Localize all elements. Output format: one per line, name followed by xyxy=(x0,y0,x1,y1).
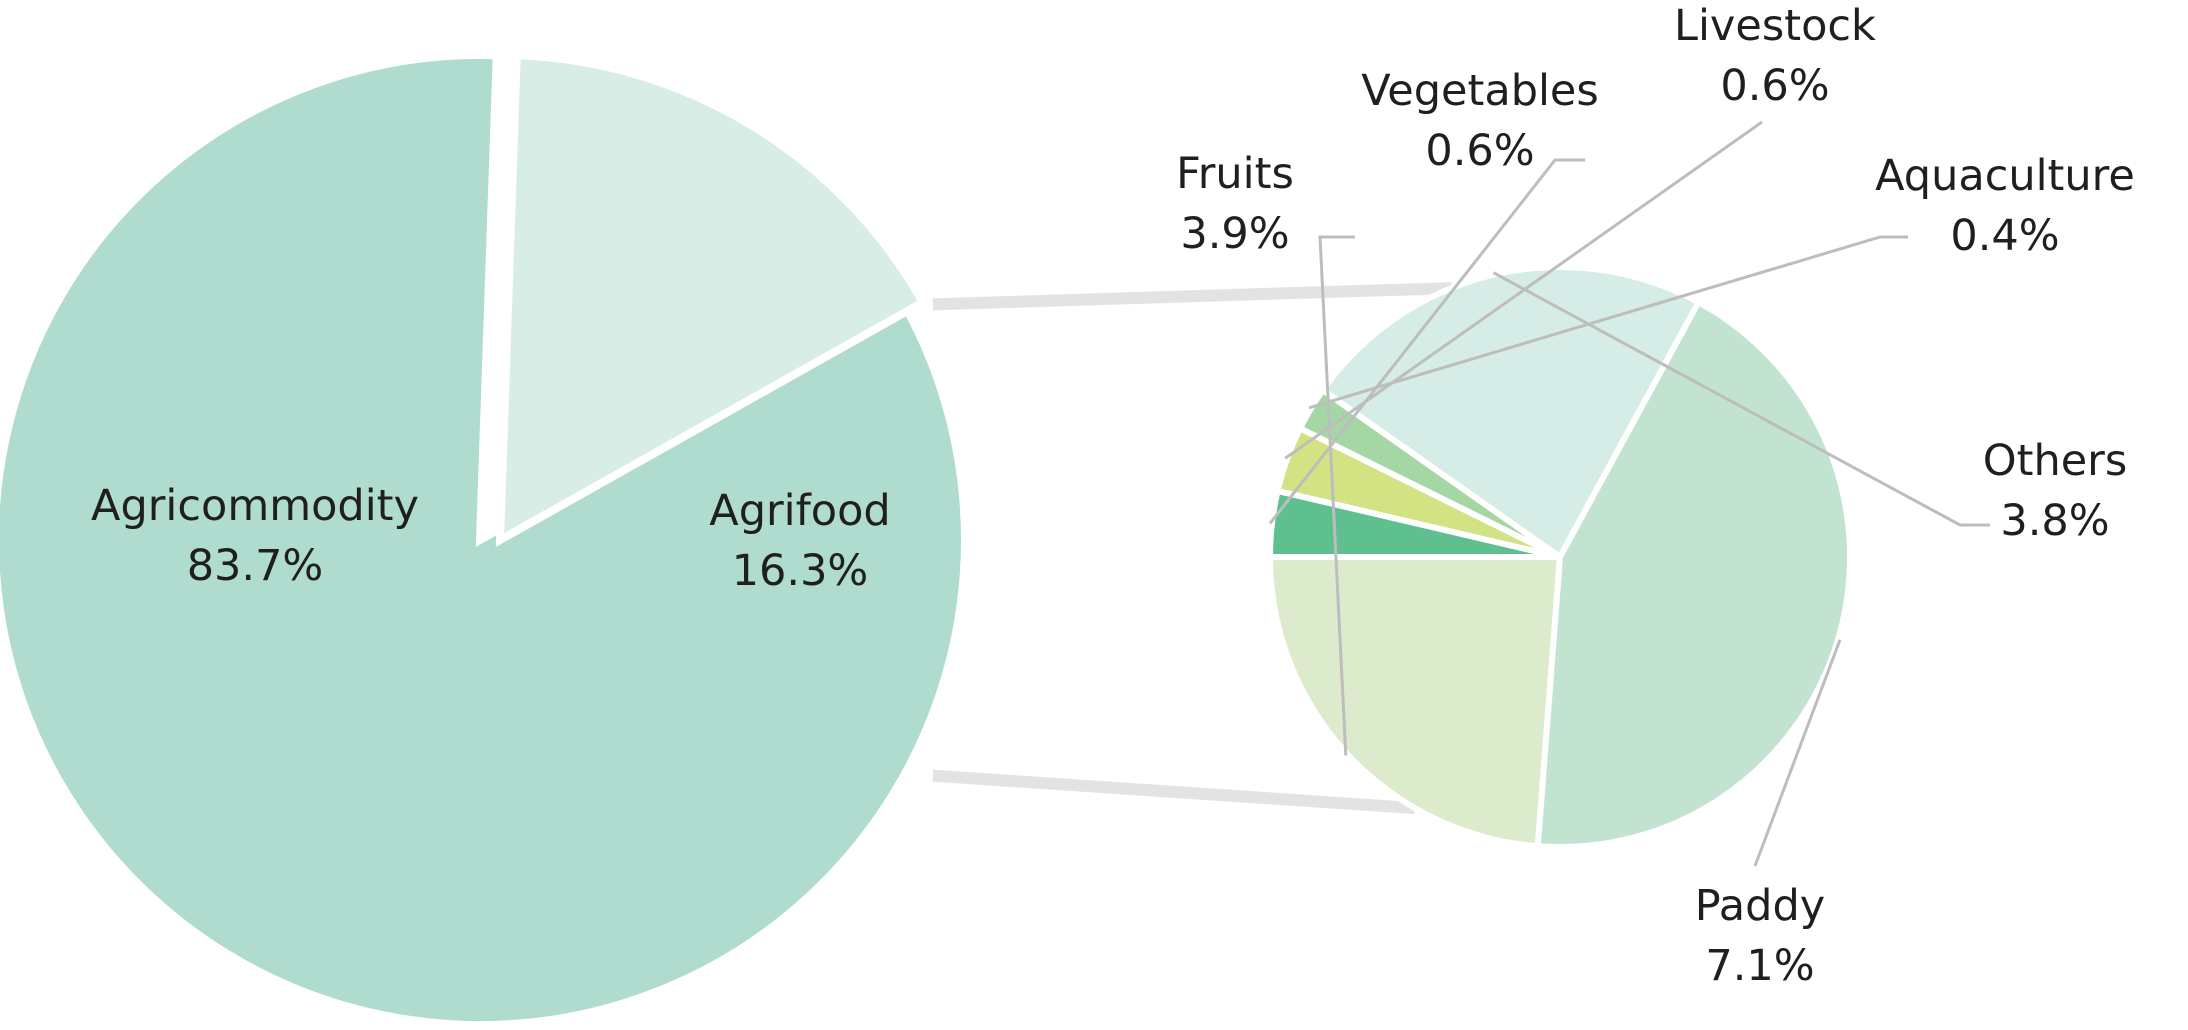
label-livestock-value: 0.6% xyxy=(1720,61,1829,111)
slice-paddy xyxy=(1534,298,1854,850)
label-paddy: Paddy 7.1% xyxy=(1695,881,1825,991)
label-others-value: 3.8% xyxy=(2000,496,2109,546)
label-aquaculture-name: Aquaculture xyxy=(1875,151,2135,201)
label-fruits-name: Fruits xyxy=(1176,149,1294,199)
connector-lines xyxy=(932,282,1452,815)
label-fruits: Fruits 3.9% xyxy=(1176,149,1294,259)
leader-others xyxy=(1492,271,1990,527)
slice-agrifood xyxy=(495,51,929,547)
label-aquaculture: Aquaculture 0.4% xyxy=(1875,151,2135,261)
label-others-name: Others xyxy=(1983,436,2128,486)
slice-fruits xyxy=(1266,554,1564,850)
label-agricommodity: Agricommodity 83.7% xyxy=(91,481,419,591)
connector-bottom xyxy=(932,769,1416,815)
connector-top xyxy=(932,282,1452,311)
leader-aquaculture xyxy=(1308,235,1908,410)
label-fruits-value: 3.9% xyxy=(1180,209,1289,259)
label-agrifood-value: 16.3% xyxy=(732,546,869,596)
leader-fruits xyxy=(1318,235,1355,756)
slice-labels: Agricommodity 83.7% Agrifood 16.3% Fruits 3.9… xyxy=(91,1,2135,991)
label-vegetables: Vegetables 0.6% xyxy=(1361,66,1599,176)
breakdown-pie xyxy=(1266,264,1854,850)
label-aquaculture-value: 0.4% xyxy=(1950,211,2059,261)
label-agrifood-name: Agrifood xyxy=(709,486,890,536)
label-vegetables-name: Vegetables xyxy=(1361,66,1599,116)
label-livestock-name: Livestock xyxy=(1674,1,1876,51)
label-vegetables-value: 0.6% xyxy=(1425,126,1534,176)
label-others: Others 3.8% xyxy=(1983,436,2128,546)
leader-lines xyxy=(1268,120,1990,867)
label-agricommodity-value: 83.7% xyxy=(187,541,324,591)
label-agricommodity-name: Agricommodity xyxy=(91,481,419,531)
leader-paddy xyxy=(1753,639,1842,867)
label-livestock: Livestock 0.6% xyxy=(1674,1,1876,111)
main-pie xyxy=(0,51,969,1029)
label-paddy-value: 7.1% xyxy=(1705,941,1814,991)
slice-agricommodity xyxy=(0,51,969,1029)
label-paddy-name: Paddy xyxy=(1695,881,1825,931)
label-agrifood: Agrifood 16.3% xyxy=(709,486,890,596)
